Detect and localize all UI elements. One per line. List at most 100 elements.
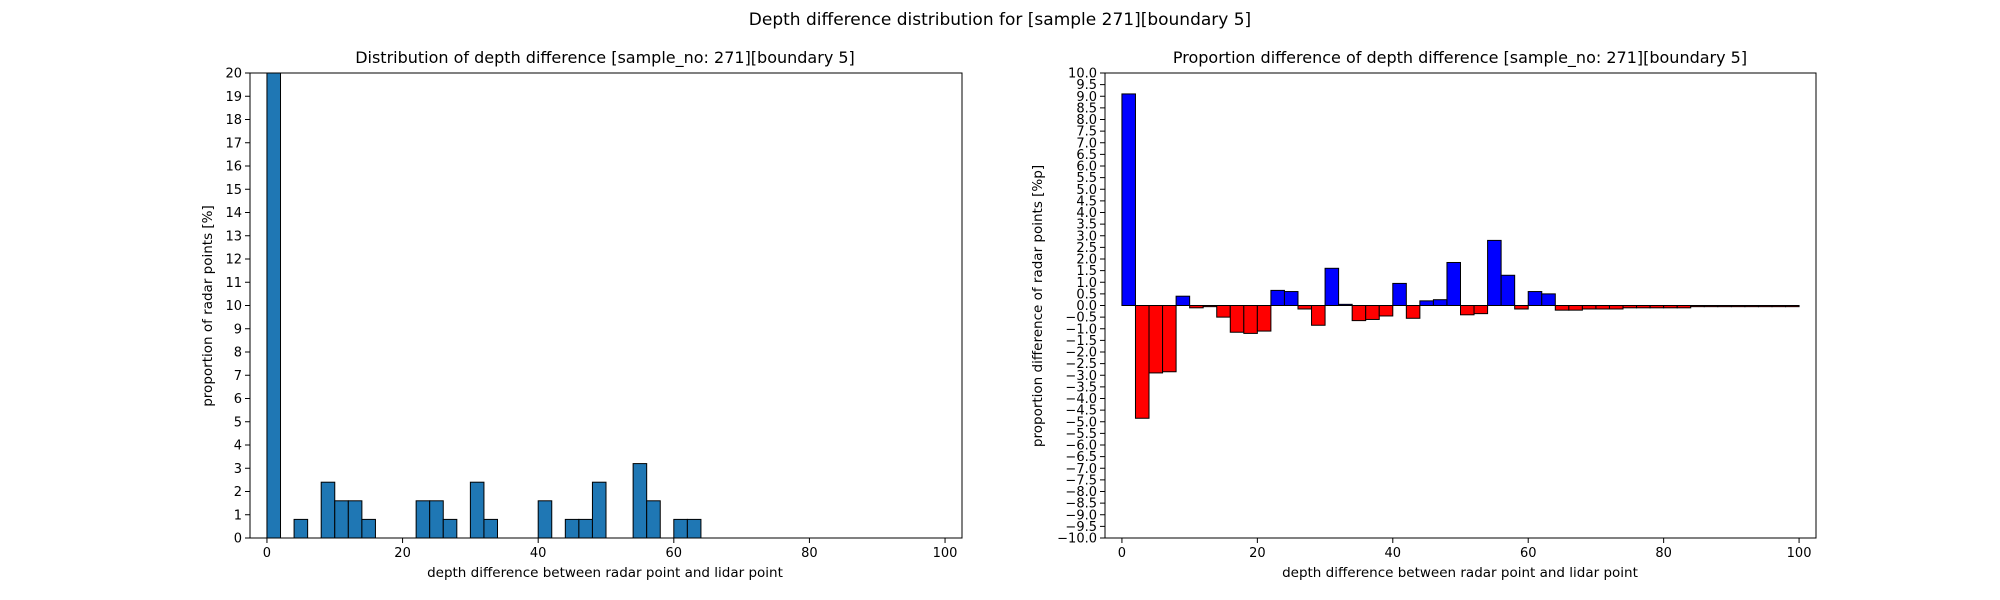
difference-y-tick-label: −5.5 xyxy=(1065,427,1097,442)
difference-bar xyxy=(1216,305,1231,318)
histogram-y-tick-label: 7 xyxy=(234,369,242,384)
histogram-bar xyxy=(320,481,336,539)
difference-bar xyxy=(1649,305,1665,309)
difference-bar xyxy=(1460,305,1475,316)
difference-bar xyxy=(1256,305,1272,332)
difference-title: Proportion difference of depth differenc… xyxy=(1173,48,1747,68)
histogram-y-tick-label: 19 xyxy=(225,90,242,105)
histogram-y-tick-label: 4 xyxy=(234,439,242,454)
difference-y-tick-label: 8.0 xyxy=(1076,113,1097,128)
difference-y-tick-label: 3.5 xyxy=(1076,218,1097,233)
difference-y-tick-label: −5.0 xyxy=(1065,415,1097,430)
difference-bar xyxy=(1419,300,1434,307)
difference-y-tick-label: 4.5 xyxy=(1076,194,1097,209)
difference-bar xyxy=(1785,305,1800,308)
histogram-y-tick-label: 14 xyxy=(225,206,242,221)
difference-bar xyxy=(1676,305,1692,309)
difference-y-tick-label: 2.5 xyxy=(1076,241,1097,256)
histogram-y-tick-label: 16 xyxy=(225,160,242,175)
difference-bar xyxy=(1663,305,1678,309)
histogram-bar xyxy=(591,481,607,539)
difference-bar xyxy=(1324,267,1340,306)
histogram-x-tick-label: 100 xyxy=(933,546,958,561)
difference-y-tick-label: 7.5 xyxy=(1076,125,1097,140)
difference-y-tick-label: −4.5 xyxy=(1065,404,1097,419)
histogram-y-tick-label: 11 xyxy=(225,276,242,291)
difference-bar xyxy=(1243,305,1258,334)
difference-bar xyxy=(1568,305,1583,311)
difference-bar xyxy=(1270,289,1285,307)
histogram-title: Distribution of depth difference [sample… xyxy=(355,48,855,68)
difference-x-tick-label: 40 xyxy=(1385,546,1402,561)
difference-y-tick-label: −6.5 xyxy=(1065,450,1097,465)
histogram-x-tick-label: 40 xyxy=(530,546,547,561)
difference-y-tick-label: 2.0 xyxy=(1076,253,1097,268)
difference-bar xyxy=(1365,305,1380,320)
histogram-x-tick-label: 0 xyxy=(263,546,271,561)
difference-bar xyxy=(1229,305,1245,333)
difference-bar xyxy=(1338,303,1353,306)
difference-y-tick-label: 0.0 xyxy=(1076,299,1097,314)
difference-bar xyxy=(1554,305,1570,311)
difference-bar xyxy=(1541,293,1556,306)
histogram-bar xyxy=(483,518,499,539)
histogram-bar xyxy=(442,518,458,539)
difference-chart: Proportion difference of depth differenc… xyxy=(1030,48,1817,581)
difference-y-tick-label: 6.5 xyxy=(1076,148,1097,163)
difference-bar xyxy=(1487,239,1502,306)
difference-bar xyxy=(1162,305,1177,373)
histogram-bar xyxy=(578,518,593,539)
difference-x-tick-label: 100 xyxy=(1787,546,1812,561)
difference-bar xyxy=(1378,305,1394,317)
difference-bar xyxy=(1405,305,1421,319)
difference-y-tick-label: 5.0 xyxy=(1076,183,1097,198)
difference-y-tick-label: −9.5 xyxy=(1065,520,1097,535)
difference-y-ticks: 10.09.59.08.58.07.57.06.56.05.55.04.54.0… xyxy=(1057,67,1105,547)
histogram-y-tick-label: 12 xyxy=(225,253,242,268)
difference-bar xyxy=(1690,305,1705,308)
difference-bar xyxy=(1392,282,1407,307)
histogram-bar xyxy=(415,500,431,539)
histogram-y-axis-label: proportion of radar points [%] xyxy=(200,205,216,407)
histogram-y-tick-label: 2 xyxy=(234,485,242,500)
difference-y-tick-label: 9.0 xyxy=(1076,90,1097,105)
difference-y-tick-label: −0.5 xyxy=(1065,311,1097,326)
histogram-bar xyxy=(293,518,309,539)
difference-y-tick-label: −4.0 xyxy=(1065,392,1097,407)
difference-bar xyxy=(1283,291,1299,306)
histogram-bar xyxy=(632,463,648,539)
difference-y-tick-label: −1.0 xyxy=(1065,322,1097,337)
histogram-y-tick-label: 3 xyxy=(234,462,242,477)
histogram-y-tick-label: 1 xyxy=(234,508,242,523)
histogram-bar xyxy=(673,518,688,539)
difference-y-tick-label: 3.0 xyxy=(1076,229,1097,244)
histogram-x-tick-label: 80 xyxy=(801,546,818,561)
difference-y-tick-label: −2.0 xyxy=(1065,346,1097,361)
difference-y-tick-label: −8.5 xyxy=(1065,497,1097,512)
difference-bar xyxy=(1134,305,1150,419)
difference-bar xyxy=(1432,299,1448,306)
difference-bar xyxy=(1757,305,1773,308)
difference-bar xyxy=(1311,305,1326,326)
difference-bar xyxy=(1636,305,1651,309)
difference-y-tick-label: 1.5 xyxy=(1076,264,1097,279)
histogram-bar xyxy=(686,518,702,539)
histogram-y-tick-label: 18 xyxy=(225,113,242,128)
histogram-y-tick-label: 13 xyxy=(225,229,242,244)
difference-bar xyxy=(1527,291,1543,306)
histogram-bar xyxy=(347,500,363,539)
histogram-x-axis-label: depth difference between radar point and… xyxy=(427,565,783,581)
difference-y-tick-label: 6.0 xyxy=(1076,160,1097,175)
difference-bar xyxy=(1622,305,1638,309)
difference-y-tick-label: 4.0 xyxy=(1076,206,1097,221)
difference-bar xyxy=(1500,274,1516,306)
difference-y-tick-label: −1.5 xyxy=(1065,334,1097,349)
histogram-y-tick-label: 17 xyxy=(225,136,242,151)
difference-bar xyxy=(1703,305,1719,308)
difference-bar xyxy=(1771,305,1787,308)
difference-bar xyxy=(1514,305,1529,310)
difference-x-tick-label: 80 xyxy=(1655,546,1672,561)
difference-y-tick-label: −6.0 xyxy=(1065,439,1097,454)
